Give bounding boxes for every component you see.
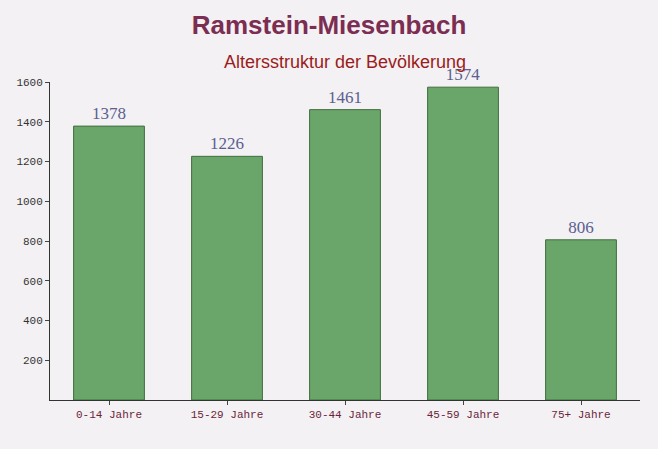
- svg-text:75+ Jahre: 75+ Jahre: [551, 409, 610, 421]
- svg-text:1000: 1000: [16, 196, 42, 208]
- svg-text:1461: 1461: [328, 88, 362, 107]
- svg-text:200: 200: [23, 355, 43, 367]
- svg-text:15-29 Jahre: 15-29 Jahre: [191, 409, 264, 421]
- svg-text:45-59 Jahre: 45-59 Jahre: [427, 409, 500, 421]
- svg-text:1600: 1600: [16, 77, 42, 89]
- svg-text:Ramstein-Miesenbach: Ramstein-Miesenbach: [192, 10, 467, 40]
- svg-text:806: 806: [568, 218, 594, 237]
- svg-text:400: 400: [23, 315, 43, 327]
- svg-text:600: 600: [23, 276, 43, 288]
- svg-text:1200: 1200: [16, 156, 42, 168]
- svg-text:800: 800: [23, 236, 43, 248]
- svg-text:30-44 Jahre: 30-44 Jahre: [309, 409, 382, 421]
- svg-text:Altersstruktur der Bevölkerung: Altersstruktur der Bevölkerung: [224, 52, 466, 72]
- svg-text:0-14 Jahre: 0-14 Jahre: [76, 409, 142, 421]
- svg-text:1226: 1226: [210, 134, 244, 153]
- svg-text:1378: 1378: [92, 104, 126, 123]
- svg-text:1574: 1574: [446, 65, 481, 84]
- svg-text:1400: 1400: [16, 117, 42, 129]
